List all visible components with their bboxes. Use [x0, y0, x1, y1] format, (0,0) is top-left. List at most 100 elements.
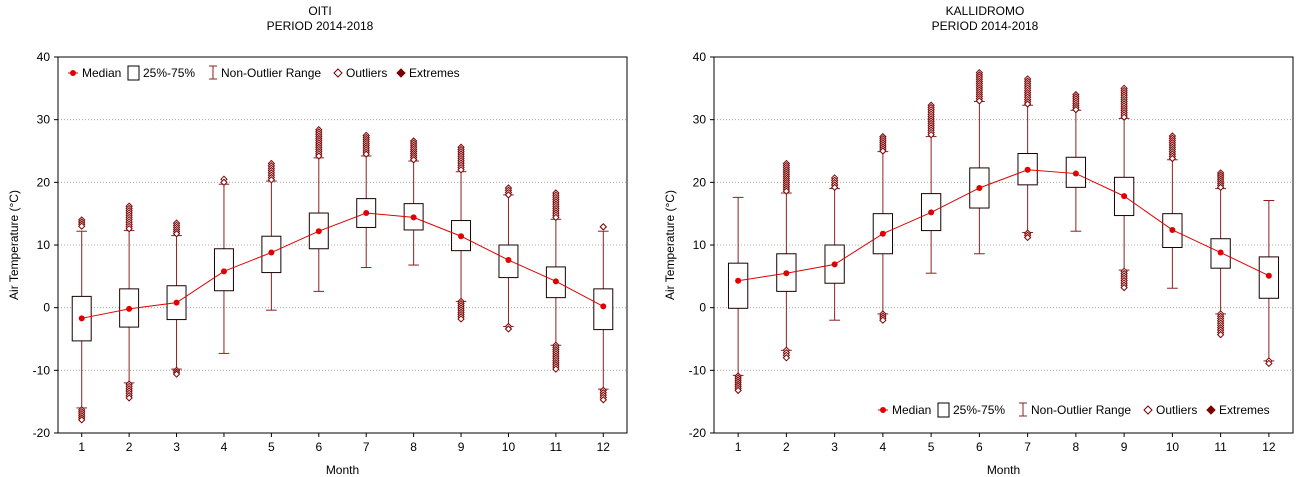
chart-2-outlier-high [1168, 154, 1177, 163]
chart-2-median-point [1169, 226, 1176, 233]
chart-1-ytick-label: 40 [37, 50, 51, 64]
chart-2-outlier-high [1023, 100, 1032, 108]
chart-2-legend-extreme-swatch [1206, 405, 1216, 415]
chart-2-ytick-label: -10 [689, 363, 707, 377]
chart-2-outlier-low [1216, 330, 1225, 339]
chart-2-ytick-label: 30 [693, 113, 707, 127]
chart-2-legend-median-label: Median [892, 403, 931, 417]
chart-1-legend-extreme-swatch [396, 68, 406, 78]
chart-2-xtick-label: 10 [1166, 440, 1180, 454]
chart-1-legend-box-label: 25%-75% [143, 66, 195, 80]
chart-2-xtick-label: 4 [880, 440, 887, 454]
chart-1-legend-range-label: Non-Outlier Range [221, 66, 321, 80]
chart-1-median-point [126, 305, 133, 312]
chart-2-ytick-label: 10 [693, 238, 707, 252]
chart-2-legend-box-swatch [937, 402, 950, 418]
chart-2-legend-outlier-swatch [1143, 405, 1153, 415]
chart-2-subtitle: PERIOD 2014-2018 [932, 19, 1039, 33]
chart-1-legend-box-swatch [127, 65, 140, 81]
chart-2-median-line [738, 169, 1270, 282]
chart-1-outlier-high [267, 176, 276, 184]
chart-1-median-point [458, 233, 465, 240]
chart-1-xtick-label: 8 [410, 440, 417, 454]
chart-1-outlier-low [504, 325, 513, 333]
chart-2-ytick-label: 0 [699, 301, 706, 315]
chart-2-outlier-low [1265, 359, 1273, 368]
chart-2-xlabel: Month [987, 463, 1020, 477]
chart-1-median-point [173, 299, 180, 306]
chart-2-outlier-high [1216, 183, 1225, 192]
chart-2-xtick-label: 1 [735, 440, 742, 454]
chart-1-xtick-label: 4 [221, 440, 228, 454]
chart-2-median-point [1217, 249, 1224, 256]
chart-1-xtick-label: 11 [550, 440, 563, 454]
chart-2-median-point [976, 184, 983, 191]
chart-1-xlabel: Month [326, 463, 359, 477]
chart-2-xtick-label: 9 [1121, 440, 1128, 454]
chart-2-legend-extreme-label: Extremes [1219, 403, 1270, 417]
chart-2-ytick-label: 20 [693, 175, 707, 189]
chart-2-median-point [831, 261, 838, 268]
chart-2-median-point [928, 209, 935, 216]
chart-2-xtick-label: 6 [976, 440, 983, 454]
chart-1-xtick-label: 1 [78, 440, 85, 454]
chart-2-outlier-low [1023, 233, 1032, 242]
chart-2-outlier-high [782, 187, 791, 195]
chart-2-ytick-label: 40 [693, 50, 707, 64]
chart-1-outlier-high [172, 230, 181, 238]
chart-2-box [727, 262, 749, 309]
chart-1-outlier-high [599, 223, 607, 231]
chart-2-outlier-high [1120, 113, 1128, 121]
chart-1-ylabel: Air Temperature (°C) [7, 190, 21, 300]
chart-1-legend-outlier-label: Outliers [346, 66, 387, 80]
chart-1-outlier-high [552, 213, 560, 222]
chart-1-outlier-high [362, 150, 370, 158]
chart-1-median-point [220, 268, 227, 275]
chart-1-legend-median-swatch [70, 70, 76, 76]
chart-2-xtick-label: 2 [783, 440, 790, 454]
chart-2-xtick-label: 12 [1262, 440, 1276, 454]
chart-1-xtick-label: 3 [173, 440, 180, 454]
chart-2-xtick-label: 7 [1024, 440, 1031, 454]
chart-1-xtick-label: 2 [126, 440, 133, 454]
chart-1-outlier-high [457, 166, 465, 174]
chart-1-xtick-label: 7 [363, 440, 370, 454]
chart-1-title: OITI [308, 4, 331, 18]
chart-1-ytick-label: 30 [37, 113, 51, 127]
chart-1-outlier-low [78, 416, 86, 424]
chart-2-xtick-label: 3 [831, 440, 838, 454]
chart-2-legend-outlier-label: Outliers [1156, 403, 1197, 417]
chart-1-median-point [600, 303, 607, 310]
chart-1-outlier-low [172, 370, 181, 378]
chart-2-ytick-label: -20 [689, 426, 707, 440]
chart-2-median-point [1121, 193, 1128, 200]
chart-1-subtitle: PERIOD 2014-2018 [267, 19, 374, 33]
chart-2-median-point [1265, 272, 1272, 279]
chart-2-outlier-high [830, 183, 839, 192]
chart-1-legend-median-label: Median [82, 66, 121, 80]
chart-1-outlier-high [78, 222, 86, 230]
chart-1-ytick-label: 20 [37, 175, 51, 189]
chart-2-outlier-low [1120, 283, 1128, 292]
chart-1-xtick-label: 10 [502, 440, 516, 454]
chart-1-median-point [552, 278, 559, 285]
chart-1-outlier-high [315, 152, 323, 160]
chart-2-xtick-label: 5 [928, 440, 935, 454]
chart-2-outlier-high [927, 130, 935, 139]
chart-1-plot-area [57, 56, 628, 434]
chart-1-outlier-low [599, 396, 607, 404]
chart-2-median-point [735, 277, 742, 284]
chart-1-median-point [410, 214, 417, 221]
chart-2-legend-range-label: Non-Outlier Range [1031, 403, 1131, 417]
chart-1-outlier-high [409, 156, 418, 164]
chart-1-legend-outlier-swatch [333, 68, 343, 78]
chart-1-median-point [268, 249, 275, 256]
chart-1-outlier-low [125, 394, 133, 402]
chart-1-ytick-label: -20 [33, 426, 51, 440]
chart-2-median-point [1024, 166, 1031, 173]
chart-2-outlier-high [879, 147, 887, 155]
chart-2-ylabel: Air Temperature (°C) [663, 190, 677, 300]
chart-2-plot-area [713, 56, 1294, 434]
chart-1-outlier-high [125, 224, 133, 233]
